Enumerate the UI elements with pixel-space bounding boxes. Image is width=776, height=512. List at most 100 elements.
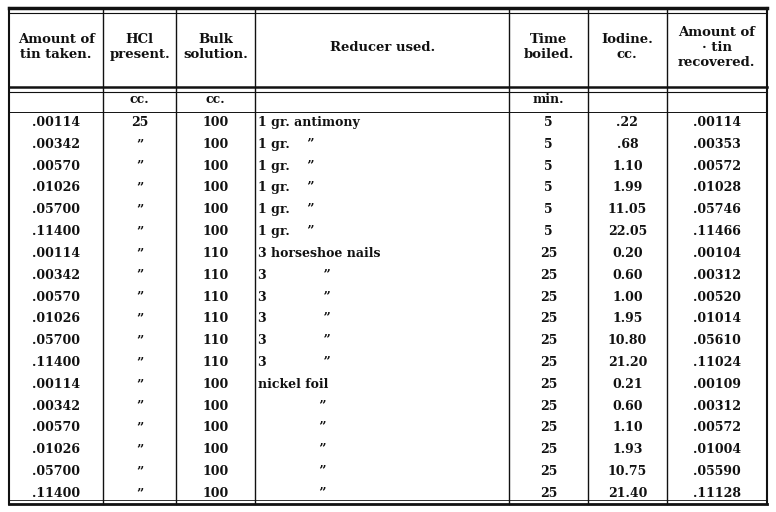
Text: 100: 100 xyxy=(203,443,229,456)
Text: 3             ”: 3 ” xyxy=(258,334,331,347)
Text: ”: ” xyxy=(136,181,144,195)
Text: 5: 5 xyxy=(545,203,553,216)
Text: ”: ” xyxy=(136,400,144,413)
Text: 25: 25 xyxy=(540,487,557,500)
Text: 25: 25 xyxy=(540,465,557,478)
Text: Amount of
· tin
recovered.: Amount of · tin recovered. xyxy=(678,26,755,69)
Text: .00353: .00353 xyxy=(693,138,740,151)
Text: .01004: .01004 xyxy=(693,443,741,456)
Text: .00520: .00520 xyxy=(693,290,740,304)
Text: .00572: .00572 xyxy=(693,421,740,435)
Text: ”: ” xyxy=(258,443,326,456)
Text: ”: ” xyxy=(258,400,326,413)
Text: ”: ” xyxy=(136,247,144,260)
Text: 3             ”: 3 ” xyxy=(258,290,331,304)
Text: .05610: .05610 xyxy=(693,334,740,347)
Text: ”: ” xyxy=(136,421,144,435)
Text: ”: ” xyxy=(136,160,144,173)
Text: .00312: .00312 xyxy=(693,400,740,413)
Text: ”: ” xyxy=(136,356,144,369)
Text: ”: ” xyxy=(136,290,144,304)
Text: .00312: .00312 xyxy=(693,269,740,282)
Text: 0.60: 0.60 xyxy=(612,400,643,413)
Text: 100: 100 xyxy=(203,225,229,238)
Text: 21.40: 21.40 xyxy=(608,487,647,500)
Text: .11400: .11400 xyxy=(32,487,80,500)
Text: 100: 100 xyxy=(203,378,229,391)
Text: .00114: .00114 xyxy=(693,116,741,129)
Text: .05746: .05746 xyxy=(693,203,740,216)
Text: cc.: cc. xyxy=(130,93,150,106)
Text: ”: ” xyxy=(136,203,144,216)
Text: .00342: .00342 xyxy=(32,400,80,413)
Text: .05700: .05700 xyxy=(32,203,80,216)
Text: 25: 25 xyxy=(131,116,148,129)
Text: min.: min. xyxy=(533,93,564,106)
Text: .05700: .05700 xyxy=(32,334,80,347)
Text: 1 gr.    ”: 1 gr. ” xyxy=(258,160,314,173)
Text: 100: 100 xyxy=(203,421,229,435)
Text: 25: 25 xyxy=(540,334,557,347)
Text: .00104: .00104 xyxy=(693,247,741,260)
Text: nickel foil: nickel foil xyxy=(258,378,328,391)
Text: ”: ” xyxy=(136,443,144,456)
Text: 5: 5 xyxy=(545,160,553,173)
Text: .11024: .11024 xyxy=(693,356,741,369)
Text: 25: 25 xyxy=(540,421,557,435)
Text: 100: 100 xyxy=(203,487,229,500)
Text: .00570: .00570 xyxy=(32,290,80,304)
Text: .00114: .00114 xyxy=(32,116,80,129)
Text: .11128: .11128 xyxy=(693,487,740,500)
Text: 110: 110 xyxy=(203,334,229,347)
Text: ”: ” xyxy=(258,421,326,435)
Text: 0.21: 0.21 xyxy=(612,378,643,391)
Text: ”: ” xyxy=(258,487,326,500)
Text: 0.20: 0.20 xyxy=(612,247,643,260)
Text: ”: ” xyxy=(258,465,326,478)
Text: 25: 25 xyxy=(540,312,557,326)
Text: 5: 5 xyxy=(545,181,553,195)
Text: .11400: .11400 xyxy=(32,356,80,369)
Text: 1 gr.    ”: 1 gr. ” xyxy=(258,203,314,216)
Text: 100: 100 xyxy=(203,116,229,129)
Text: 5: 5 xyxy=(545,138,553,151)
Text: ”: ” xyxy=(136,312,144,326)
Text: .00342: .00342 xyxy=(32,138,80,151)
Text: 100: 100 xyxy=(203,465,229,478)
Text: .00570: .00570 xyxy=(32,160,80,173)
Text: Iodine.
cc.: Iodine. cc. xyxy=(601,33,653,61)
Text: 100: 100 xyxy=(203,400,229,413)
Text: 110: 110 xyxy=(203,356,229,369)
Text: 3 horseshoe nails: 3 horseshoe nails xyxy=(258,247,380,260)
Text: 22.05: 22.05 xyxy=(608,225,647,238)
Text: .00572: .00572 xyxy=(693,160,740,173)
Text: .01014: .01014 xyxy=(693,312,741,326)
Text: 1.00: 1.00 xyxy=(612,290,643,304)
Text: 3             ”: 3 ” xyxy=(258,356,331,369)
Text: 1.10: 1.10 xyxy=(612,160,643,173)
Text: 25: 25 xyxy=(540,443,557,456)
Text: 25: 25 xyxy=(540,247,557,260)
Text: 3             ”: 3 ” xyxy=(258,269,331,282)
Text: 3             ”: 3 ” xyxy=(258,312,331,326)
Text: ”: ” xyxy=(136,269,144,282)
Text: 1.99: 1.99 xyxy=(612,181,643,195)
Text: 10.80: 10.80 xyxy=(608,334,647,347)
Text: 100: 100 xyxy=(203,181,229,195)
Text: Reducer used.: Reducer used. xyxy=(330,41,435,54)
Text: 110: 110 xyxy=(203,290,229,304)
Text: 25: 25 xyxy=(540,378,557,391)
Text: 0.60: 0.60 xyxy=(612,269,643,282)
Text: 25: 25 xyxy=(540,269,557,282)
Text: 110: 110 xyxy=(203,247,229,260)
Text: Bulk
solution.: Bulk solution. xyxy=(183,33,248,61)
Text: ”: ” xyxy=(136,225,144,238)
Text: .00109: .00109 xyxy=(693,378,740,391)
Text: .68: .68 xyxy=(617,138,638,151)
Text: .11400: .11400 xyxy=(32,225,80,238)
Text: 1 gr.    ”: 1 gr. ” xyxy=(258,181,314,195)
Text: .00114: .00114 xyxy=(32,378,80,391)
Text: 100: 100 xyxy=(203,138,229,151)
Text: 21.20: 21.20 xyxy=(608,356,647,369)
Text: Amount of
tin taken.: Amount of tin taken. xyxy=(18,33,95,61)
